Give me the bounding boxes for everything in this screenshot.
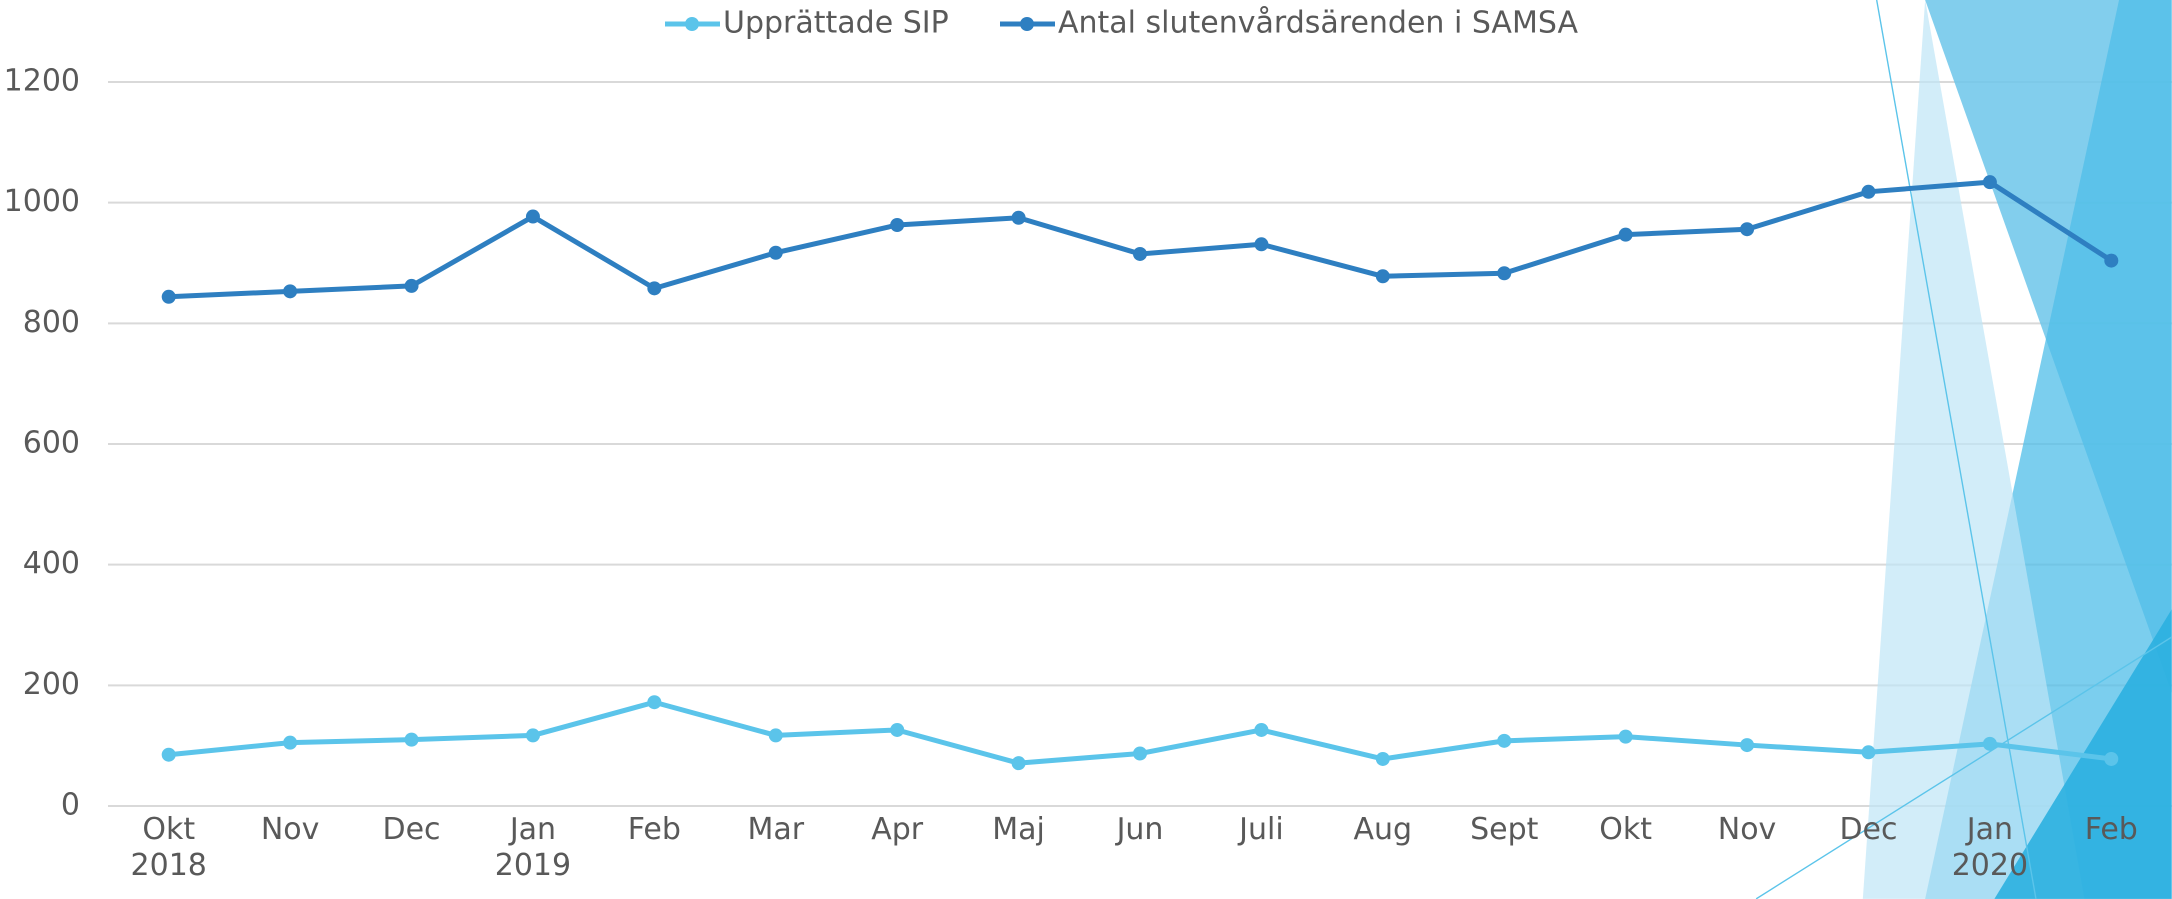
point [1619,730,1633,744]
point [162,748,176,762]
point [1983,737,1997,751]
point [647,281,661,295]
point [162,290,176,304]
page: 0 200 400 600 800 1000 1200 Upprättade SIP Antal… [0,0,2172,899]
point [1376,752,1390,766]
point [526,728,540,742]
point [2104,254,2118,268]
point [769,246,783,260]
point [1983,175,1997,189]
point [1012,211,1026,225]
y-tick-label: 0 [61,788,80,823]
point [1497,266,1511,280]
y-tick-label: 600 [23,426,80,461]
point [1133,247,1147,261]
point [647,695,661,709]
y-tick-label: 200 [23,667,80,702]
point [890,723,904,737]
point [1376,269,1390,283]
point [1497,734,1511,748]
point [526,210,540,224]
point [283,736,297,750]
point [405,279,419,293]
x-tick-label: Feb [2031,812,2172,848]
y-tick-label: 1000 [4,184,80,219]
point [1740,222,1754,236]
legend-label: Antal slutenvårdsärenden i SAMSA [1058,6,1578,41]
point [1861,745,1875,759]
point [1740,738,1754,752]
series-line [169,182,2112,297]
point [1254,237,1268,251]
point [890,218,904,232]
y-tick-label: 1200 [4,64,80,99]
point [2104,752,2118,766]
point [283,284,297,298]
point [1619,228,1633,242]
point [1133,747,1147,761]
legend-label: Upprättade SIP [723,6,949,41]
y-tick-label: 800 [23,305,80,340]
legend-marker [685,17,699,31]
y-tick-label: 400 [23,546,80,581]
point [1254,723,1268,737]
point [405,733,419,747]
chart: 0 200 400 600 800 1000 1200 Upprättade SIP Antal… [0,0,2172,899]
point [1012,756,1026,770]
legend-marker [1020,17,1034,31]
point [1861,185,1875,199]
point [769,728,783,742]
